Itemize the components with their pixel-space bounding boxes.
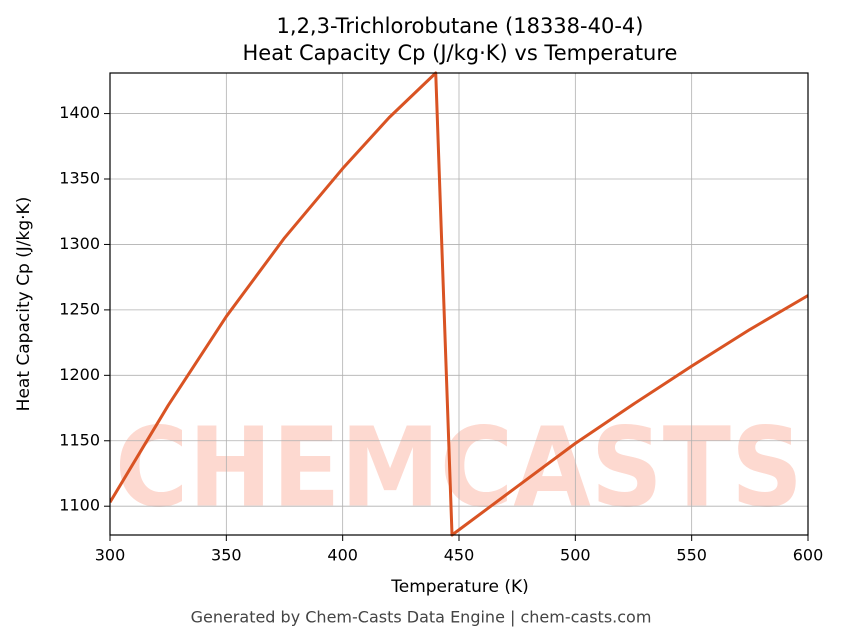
x-tick-label: 450 bbox=[444, 546, 475, 565]
y-tick-label: 1100 bbox=[59, 496, 100, 515]
y-tick-label: 1150 bbox=[59, 430, 100, 449]
y-tick-label: 1200 bbox=[59, 365, 100, 384]
y-tick-label: 1300 bbox=[59, 234, 100, 253]
chart-title: 1,2,3-Trichlorobutane (18338-40-4) bbox=[277, 14, 644, 38]
data-line bbox=[110, 71, 808, 537]
footer: Generated by Chem-Casts Data Engine | ch… bbox=[191, 608, 652, 627]
x-tick-label: 550 bbox=[676, 546, 707, 565]
y-tick-label: 1350 bbox=[59, 169, 100, 188]
x-tick-label: 600 bbox=[793, 546, 824, 565]
x-tick-label: 400 bbox=[327, 546, 358, 565]
y-tick-label: 1400 bbox=[59, 103, 100, 122]
y-axis-label: Heat Capacity Cp (J/kg·K) bbox=[14, 197, 34, 412]
plot-frame bbox=[109, 72, 809, 536]
y-tick-label: 1250 bbox=[59, 299, 100, 318]
x-tick-label: 300 bbox=[95, 546, 126, 565]
chart-subtitle: Heat Capacity Cp (J/kg·K) vs Temperature bbox=[243, 41, 678, 65]
x-axis-label: Temperature (K) bbox=[390, 577, 529, 597]
x-tick-label: 350 bbox=[211, 546, 242, 565]
x-tick-label: 500 bbox=[560, 546, 591, 565]
